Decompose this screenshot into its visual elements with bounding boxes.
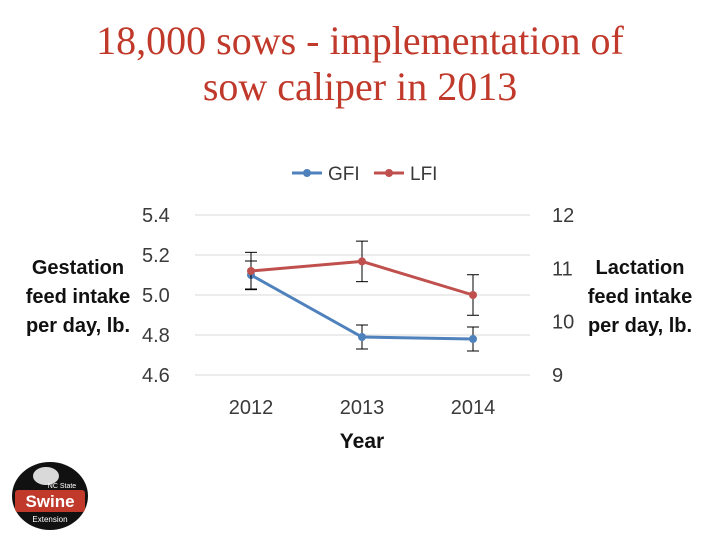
logo-text-small: NC State [48, 483, 77, 490]
data-point-lfi [358, 257, 366, 266]
slide-title: 18,000 sows - implementation of sow cali… [0, 18, 720, 110]
swine-extension-logo: NC State Swine Extension [12, 462, 88, 530]
left-tick-label: 4.6 [142, 365, 170, 387]
data-point-lfi [247, 267, 255, 275]
left-axis-title-line: feed intake [26, 286, 130, 308]
x-tick-label: 2013 [340, 397, 385, 419]
data-point-gfi [358, 333, 366, 341]
left-tick-label: 5.2 [142, 245, 170, 267]
logo-text-bottom: Extension [32, 515, 67, 524]
slide-title-line-1: 18,000 sows - implementation of [96, 18, 624, 63]
slide-title-line-2: sow caliper in 2013 [202, 64, 518, 109]
data-point-gfi [469, 335, 477, 343]
logo-banner [15, 490, 85, 512]
legend-swatch-marker [385, 169, 393, 177]
x-axis-title: Year [340, 430, 384, 453]
right-tick-label: 10 [552, 312, 574, 334]
right-axis-title-line: feed intake [588, 286, 692, 308]
data-point-lfi [469, 291, 477, 299]
right-tick-label: 9 [552, 365, 563, 387]
logo-text-big: Swine [25, 492, 74, 511]
x-tick-label: 2014 [451, 397, 496, 419]
left-axis-title-line: Gestation [32, 257, 124, 279]
right-axis-title-line: per day, lb. [588, 315, 692, 337]
legend-swatch-marker [303, 169, 311, 177]
left-tick-label: 5.4 [142, 205, 170, 227]
pig-icon [33, 467, 59, 485]
left-axis-title-line: per day, lb. [26, 315, 130, 337]
x-tick-label: 2012 [229, 397, 274, 419]
right-tick-label: 12 [552, 205, 574, 227]
right-tick-label: 11 [552, 258, 573, 280]
right-axis-title-line: Lactation [596, 257, 685, 279]
left-tick-label: 4.8 [142, 325, 170, 347]
left-tick-label: 5.0 [142, 285, 170, 307]
legend-label: GFI [328, 164, 360, 185]
legend-label: LFI [410, 164, 437, 185]
